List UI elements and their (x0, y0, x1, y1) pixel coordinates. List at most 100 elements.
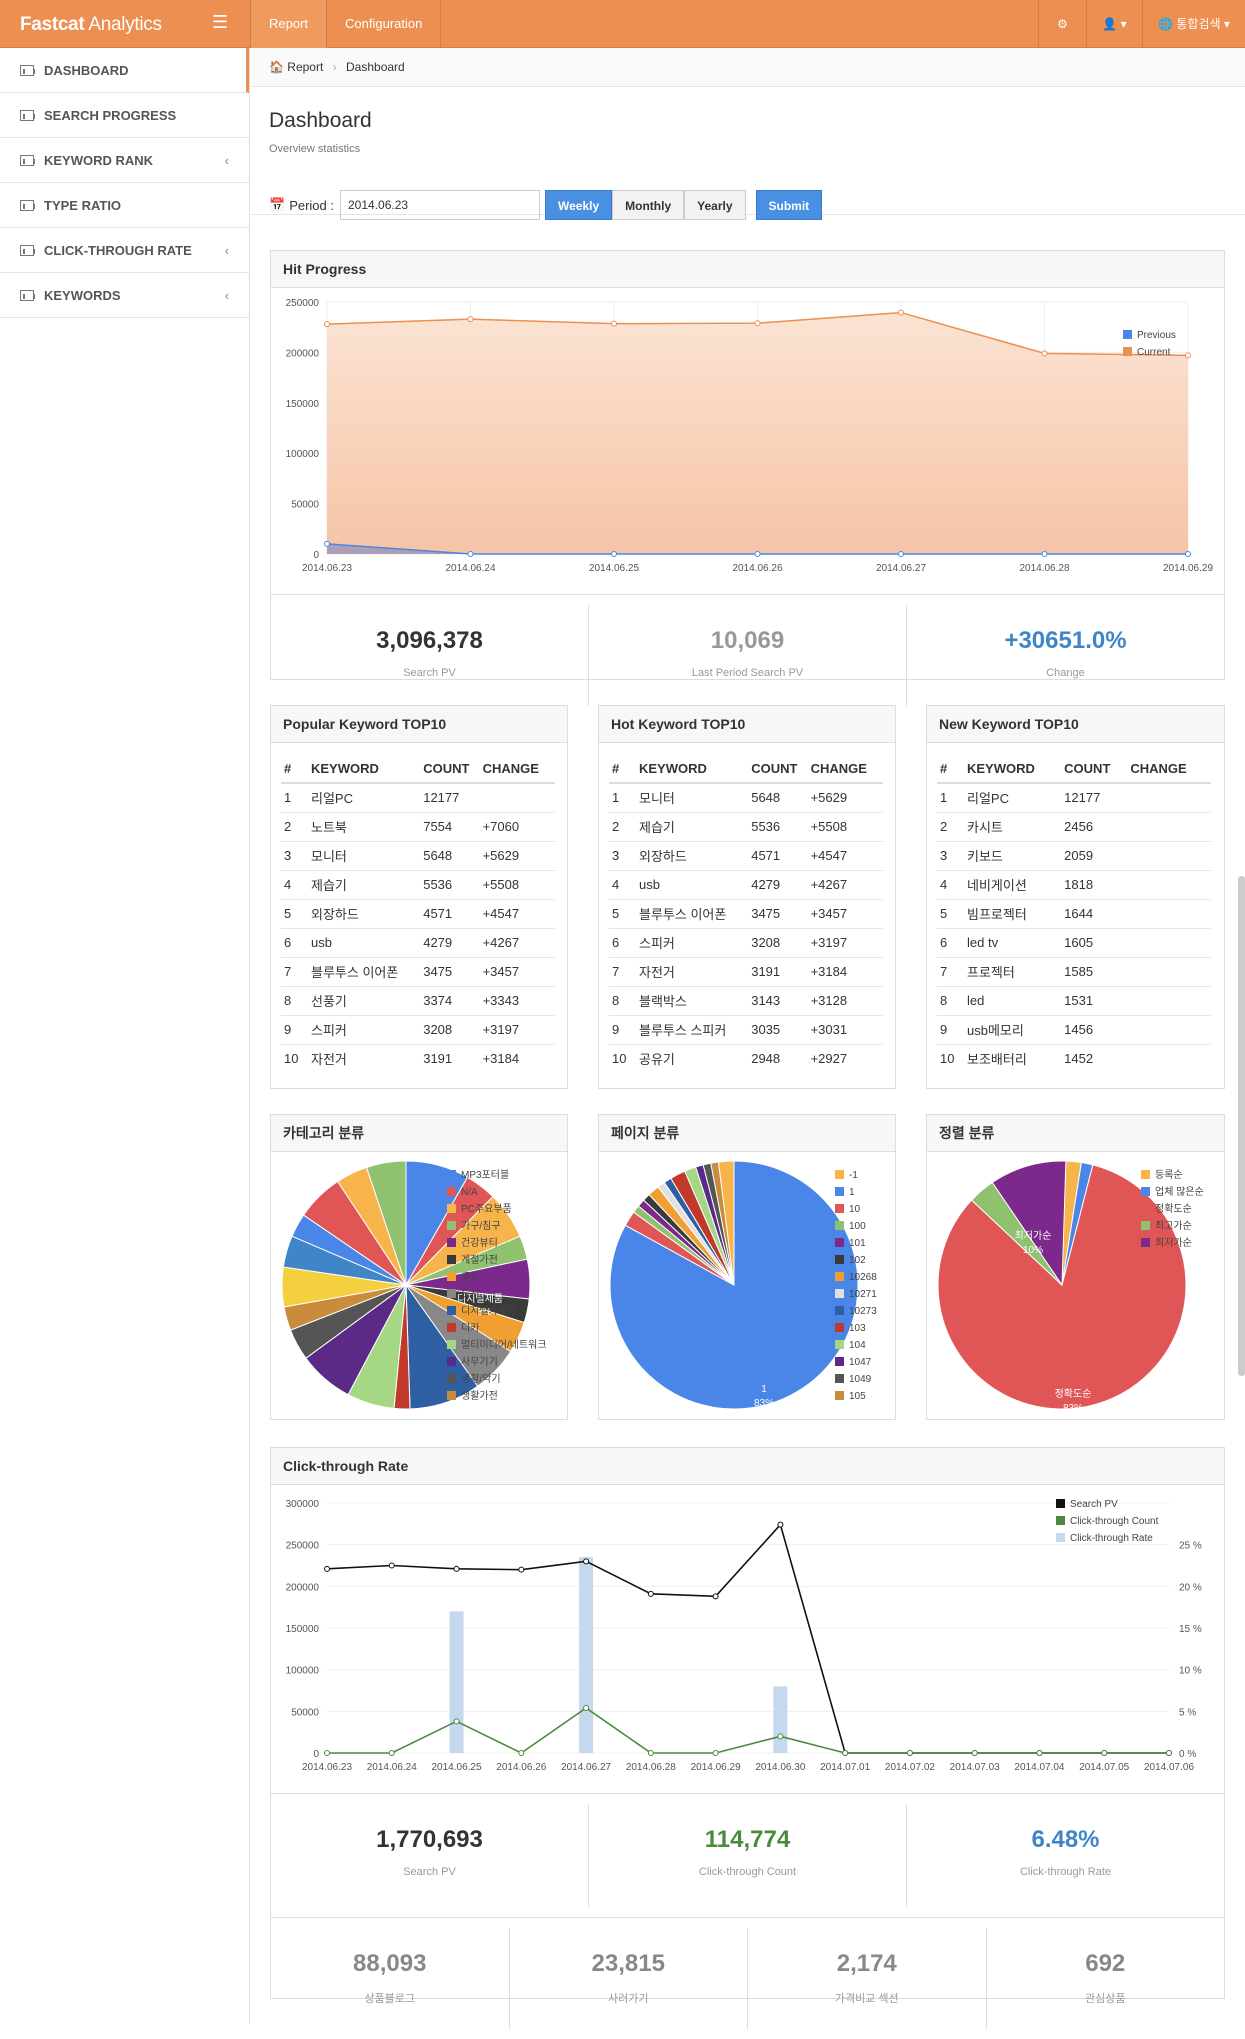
stat-value: 88,093 (353, 1950, 427, 1977)
table-row[interactable]: 5 빔프로젝터 1644 (937, 898, 1211, 928)
table-row[interactable]: 2 노트북 7554 +7060 (281, 811, 555, 841)
stat-search-pv: 3,096,378 Search PV (271, 605, 589, 706)
stat-label: Search PV (403, 667, 456, 679)
table-row[interactable]: 6 스피커 3208 +3197 (609, 927, 883, 957)
table-row[interactable]: 8 블랙박스 3143 +3128 (609, 985, 883, 1015)
table-cell: +4267 (810, 869, 883, 899)
tab-report[interactable]: Report (250, 0, 327, 48)
ctr-sub-stats: 88,093 상품블로그 23,815 사러가기 2,174 가격비교 섹션 692 관… (271, 1917, 1224, 2039)
gear-icon[interactable]: ⚙ (1038, 0, 1086, 48)
sidebar-item-search-progress[interactable]: SEARCH PROGRESS (0, 93, 249, 138)
table-row[interactable]: 7 자전거 3191 +3184 (609, 956, 883, 986)
sidebar-item-keywords[interactable]: KEYWORDS ‹ (0, 273, 249, 318)
page-scrollbar[interactable] (1238, 876, 1245, 1376)
table-row[interactable]: 1 리얼PC 12177 (937, 782, 1211, 812)
brand-logo[interactable]: Fastcat Analytics (20, 14, 162, 35)
table-row[interactable]: 8 led 1531 (937, 985, 1211, 1015)
user-menu-icon[interactable]: 👤 ▾ (1086, 0, 1142, 48)
data-point (1166, 1750, 1172, 1756)
table-row[interactable]: 6 usb 4279 +4267 (281, 927, 555, 957)
sidebar-item-dashboard[interactable]: DASHBOARD (0, 48, 249, 93)
legend-label: 생활가전 (461, 1389, 498, 1402)
table-row[interactable]: 7 프로젝터 1585 (937, 956, 1211, 986)
table-cell: +3184 (810, 956, 883, 986)
table-row[interactable]: 4 제습기 5536 +5508 (281, 869, 555, 899)
submit-button[interactable]: Submit (755, 190, 823, 220)
table-row[interactable]: 6 led tv 1605 (937, 927, 1211, 957)
monthly-button[interactable]: Monthly (612, 190, 685, 220)
sidebar-item-click-through-rate[interactable]: CLICK-THROUGH RATE ‹ (0, 228, 249, 273)
menu-toggle-icon[interactable]: ☰ (212, 12, 229, 32)
top-nav: Report Configuration (250, 0, 442, 48)
page-pie-title: 페이지 분류 (599, 1115, 895, 1152)
table-cell: 4279 (423, 927, 483, 957)
table-cell: +3457 (810, 898, 883, 928)
column-header: KEYWORD (311, 754, 424, 784)
legend-label: Click-through Rate (1070, 1533, 1153, 1544)
data-point (906, 1750, 913, 1756)
table-row[interactable]: 4 usb 4279 +4267 (609, 869, 883, 899)
table-cell: 스피커 (311, 1014, 424, 1044)
table-row[interactable]: 10 공유기 2948 +2927 (609, 1043, 883, 1073)
table-cell (1130, 985, 1211, 1015)
table-cell: 7554 (423, 811, 483, 841)
table-row[interactable]: 1 리얼PC 12177 (281, 782, 555, 812)
column-header: COUNT (423, 754, 483, 784)
table-cell (1130, 840, 1211, 870)
chart-icon (20, 244, 35, 256)
legend-label: Previous (1137, 330, 1176, 341)
table-cell: 5 (609, 898, 639, 928)
data-point (611, 551, 617, 557)
table-row[interactable]: 2 카시트 2456 (937, 811, 1211, 841)
table-row[interactable]: 4 네비게이션 1818 (937, 869, 1211, 899)
sidebar-item-type-ratio[interactable]: TYPE RATIO (0, 183, 249, 228)
table-row[interactable]: 9 스피커 3208 +3197 (281, 1014, 555, 1044)
column-header: CHANGE (1130, 754, 1211, 784)
yearly-button[interactable]: Yearly (684, 190, 746, 220)
weekly-button[interactable]: Weekly (545, 190, 613, 220)
table-row[interactable]: 3 키보드 2059 (937, 840, 1211, 870)
table-cell: 2 (937, 811, 967, 841)
table-row[interactable]: 1 모니터 5648 +5629 (609, 782, 883, 812)
table-cell: 12177 (423, 782, 483, 812)
data-point (647, 1750, 654, 1756)
column-header: COUNT (751, 754, 811, 784)
table-cell: 1644 (1064, 898, 1131, 928)
sidebar-item-keyword-rank[interactable]: KEYWORD RANK ‹ (0, 138, 249, 183)
stat-value: 2,174 (836, 1950, 897, 1977)
table-cell (1130, 782, 1211, 812)
y-tick-label: 100000 (286, 449, 320, 460)
table-row[interactable]: 5 외장하드 4571 +4547 (281, 898, 555, 928)
breadcrumb-report[interactable]: Report (287, 60, 324, 74)
table-row[interactable]: 3 모니터 5648 +5629 (281, 840, 555, 870)
period-date-input[interactable]: 2014.06.23 (340, 190, 540, 220)
table-cell: 보조배터리 (967, 1043, 1065, 1073)
table-cell: 3191 (423, 1043, 483, 1073)
sort-pie-panel: 정렬 분류 정확도순 83% 최저가순 10% 등록순 업체 많은순 정확도순 최고가순 최저가… (926, 1114, 1225, 1420)
table-row[interactable]: 9 usb메모리 1456 (937, 1014, 1211, 1044)
table-row[interactable]: 10 자전거 3191 +3184 (281, 1043, 555, 1073)
legend-swatch (1141, 1238, 1150, 1247)
table-row[interactable]: 2 제습기 5536 +5508 (609, 811, 883, 841)
table-cell: 5 (281, 898, 311, 928)
home-icon[interactable]: 🏠 (269, 60, 284, 74)
table-row[interactable]: 8 선풍기 3374 +3343 (281, 985, 555, 1015)
table-cell: 외장하드 (311, 898, 424, 928)
pie-slice (991, 1160, 1067, 1287)
search-menu[interactable]: 🌐 통합검색 ▾ (1142, 0, 1245, 48)
table-cell: +7060 (482, 811, 555, 841)
tab-configuration[interactable]: Configuration (326, 0, 442, 48)
table-cell: 3 (281, 840, 311, 870)
stat-price-compare: 2,174 가격비교 섹션 (748, 1928, 987, 2029)
stat-value: 23,815 (591, 1950, 665, 1977)
table-row[interactable]: 3 외장하드 4571 +4547 (609, 840, 883, 870)
table-row[interactable]: 9 블루투스 스피커 3035 +3031 (609, 1014, 883, 1044)
legend-swatch (447, 1170, 456, 1179)
table-cell: 모니터 (311, 840, 424, 870)
popular-keyword-table: # KEYWORD COUNT CHANGE 1 리얼PC 12177 2 노트북 7554 +70… (281, 754, 555, 1073)
table-row[interactable]: 10 보조배터리 1452 (937, 1043, 1211, 1073)
table-row[interactable]: 7 블루투스 이어폰 3475 +3457 (281, 956, 555, 986)
table-cell: 네비게이션 (967, 869, 1065, 899)
stat-value: 692 (1085, 1950, 1126, 1977)
table-row[interactable]: 5 블루투스 이어폰 3475 +3457 (609, 898, 883, 928)
